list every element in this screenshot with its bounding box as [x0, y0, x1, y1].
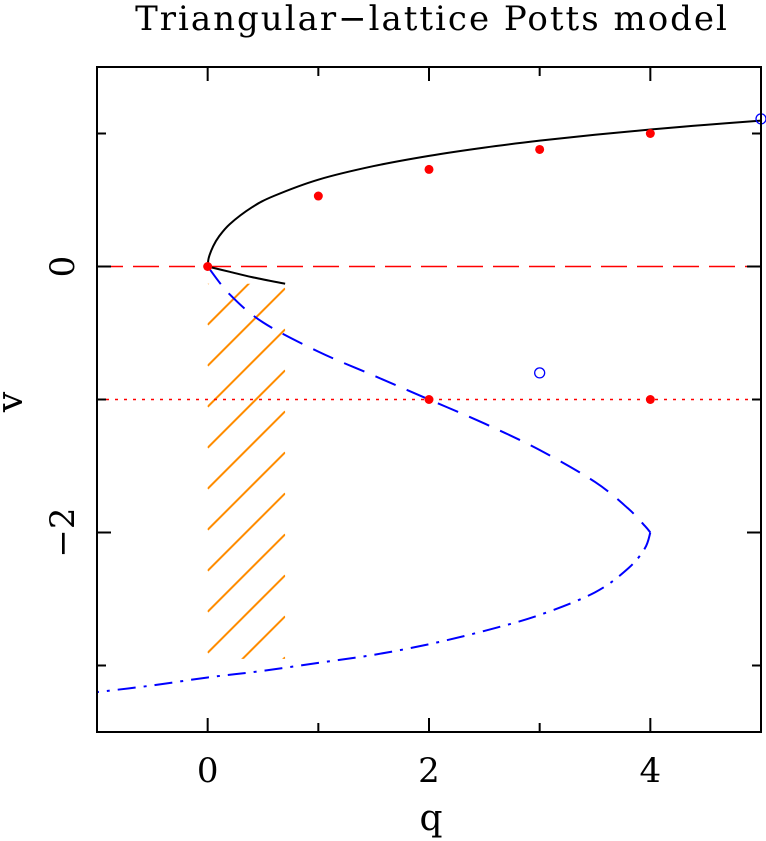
- x-tick-label: 4: [640, 751, 662, 791]
- axes: 0 2 4 0 −2: [43, 67, 762, 791]
- data-point: [645, 395, 655, 404]
- hatch-line: [207, 328, 286, 408]
- data-point: [535, 144, 545, 154]
- hatch-line: [207, 533, 286, 613]
- data-point: [313, 191, 323, 201]
- hatch-line: [208, 739, 285, 816]
- hatch-line: [208, 698, 285, 775]
- hatch-line: [207, 287, 286, 367]
- y-tick-label: −2: [43, 507, 83, 557]
- data-point: [424, 164, 434, 174]
- hatch-line: [207, 574, 286, 654]
- data-point: [203, 262, 213, 271]
- y-tick-label: 0: [43, 256, 83, 278]
- open-data-point: [534, 367, 546, 379]
- series-line-3: [206, 265, 652, 534]
- hatch-line: [207, 369, 286, 449]
- chart-title: Triangular−lattice Potts model: [135, 0, 729, 39]
- plot-area: [97, 113, 766, 816]
- hatched-region: [207, 283, 286, 816]
- hatch-line: [241, 615, 286, 659]
- hatch-line: [207, 492, 286, 572]
- data-point: [645, 129, 655, 138]
- hatch-line: [207, 410, 286, 490]
- hatch-line: [207, 283, 251, 326]
- x-tick-label: 2: [418, 751, 440, 791]
- x-tick-label: 0: [197, 751, 219, 791]
- series-line-1: [206, 119, 761, 267]
- series-line-4: [97, 532, 652, 694]
- plot-content: [97, 119, 761, 816]
- series-line-2: [207, 265, 286, 285]
- y-axis-label: v: [0, 391, 31, 413]
- x-axis-label: q: [419, 798, 442, 839]
- data-point: [424, 395, 434, 404]
- hatch-line: [207, 451, 286, 531]
- hatch-line: [207, 283, 210, 285]
